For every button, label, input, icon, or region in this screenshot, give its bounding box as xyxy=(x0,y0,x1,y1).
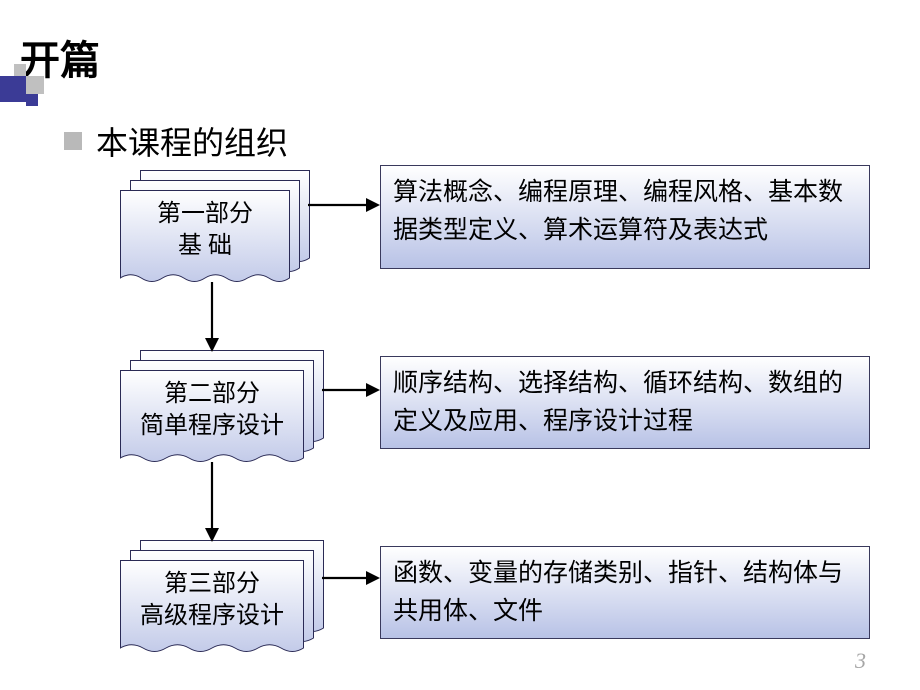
arrow-down-icon xyxy=(205,282,219,357)
page-number: 3 xyxy=(855,648,866,674)
part-card-line: 第二部分 xyxy=(120,378,304,410)
part-card-front: 第一部分基 础 xyxy=(120,190,290,286)
part-card-front: 第三部分高级程序设计 xyxy=(120,560,304,656)
part-card-front: 第二部分简单程序设计 xyxy=(120,370,304,466)
part-card-label: 第三部分高级程序设计 xyxy=(120,568,304,633)
desc-text: 顺序结构、选择结构、循环结构、数组的定义及应用、程序设计过程 xyxy=(393,369,843,435)
part-card-line: 高级程序设计 xyxy=(120,600,304,632)
part-stack-2: 第二部分简单程序设计 xyxy=(120,350,324,466)
arrow-down-icon xyxy=(205,462,219,547)
part-card-label: 第一部分基 础 xyxy=(120,198,290,263)
part-card-line: 基 础 xyxy=(120,230,290,262)
part-card-line: 简单程序设计 xyxy=(120,410,304,442)
part-card-label: 第二部分简单程序设计 xyxy=(120,378,304,443)
part-card-line: 第三部分 xyxy=(120,568,304,600)
desc-box-2: 顺序结构、选择结构、循环结构、数组的定义及应用、程序设计过程 xyxy=(380,356,870,449)
part-stack-1: 第一部分基 础 xyxy=(120,170,310,286)
arrow-right-icon xyxy=(308,198,380,217)
part-stack-3: 第三部分高级程序设计 xyxy=(120,540,324,656)
diagram-canvas: 第一部分基 础 算法概念、编程原理、编程风格、基本数据类型定义、算术运算符及表达式… xyxy=(0,0,920,690)
desc-box-1: 算法概念、编程原理、编程风格、基本数据类型定义、算术运算符及表达式 xyxy=(380,165,870,269)
desc-box-3: 函数、变量的存储类别、指针、结构体与共用体、文件 xyxy=(380,546,870,639)
arrow-right-icon xyxy=(322,383,380,402)
part-card-line: 第一部分 xyxy=(120,198,290,230)
desc-text: 算法概念、编程原理、编程风格、基本数据类型定义、算术运算符及表达式 xyxy=(393,178,843,244)
desc-text: 函数、变量的存储类别、指针、结构体与共用体、文件 xyxy=(393,559,843,625)
arrow-right-icon xyxy=(322,571,380,590)
